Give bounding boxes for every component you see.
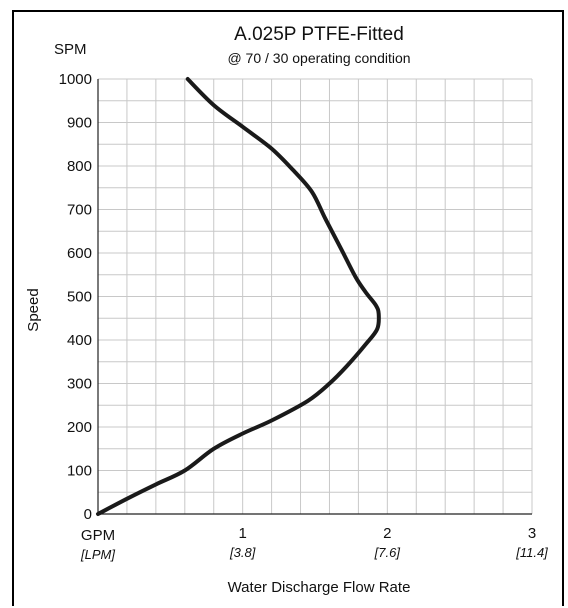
y-tick-label: 300 <box>67 376 92 393</box>
chart-subtitle: @ 70 / 30 operating condition <box>227 50 410 66</box>
axes <box>97 79 532 515</box>
y-tick-label: 400 <box>67 332 92 349</box>
y-tick-label: 200 <box>67 419 92 436</box>
grid <box>98 78 533 514</box>
y-tick-label: 0 <box>84 506 92 523</box>
x-tick-sublabel: [7.6] <box>374 545 401 560</box>
y-tick-label: 1000 <box>59 71 92 88</box>
chart-frame: 0 100 200 300 400 500 600 700 800 900 1000 1 [3.8] 2 [… <box>12 10 564 606</box>
x-unit-secondary: [LPM] <box>80 547 115 562</box>
x-tick-sublabel: [11.4] <box>515 545 548 560</box>
y-tick-label: 600 <box>67 245 92 262</box>
y-tick-label: 800 <box>67 158 92 175</box>
x-tick-label: 3 <box>528 525 536 542</box>
x-tick-label: 2 <box>383 525 391 542</box>
y-tick-label: 700 <box>67 202 92 219</box>
y-tick-label: 900 <box>67 115 92 132</box>
x-tick-label: 1 <box>238 525 246 542</box>
series-line <box>96 77 381 516</box>
y-tick-label: 500 <box>67 289 92 306</box>
tick-labels: 0 100 200 300 400 500 600 700 800 900 1000 1 [3.8] 2 [… <box>59 71 549 560</box>
series-group <box>96 77 381 516</box>
line-chart: 0 100 200 300 400 500 600 700 800 900 1000 1 [3.8] 2 [… <box>25 24 549 596</box>
chart-title: A.025P PTFE-Fitted <box>234 24 404 45</box>
x-tick-sublabel: [3.8] <box>229 545 256 560</box>
x-unit-primary: GPM <box>81 527 115 544</box>
x-axis-title: Water Discharge Flow Rate <box>228 579 411 596</box>
y-unit-label: SPM <box>54 41 87 58</box>
y-axis-title: Speed <box>25 288 42 331</box>
y-tick-label: 100 <box>67 463 92 480</box>
